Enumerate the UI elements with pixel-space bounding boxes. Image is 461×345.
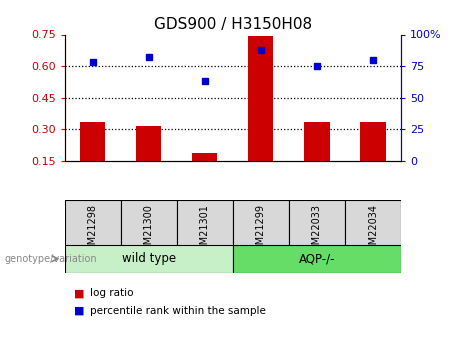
Bar	[361, 122, 386, 161]
Bar	[80, 122, 105, 161]
Text: ■: ■	[74, 288, 84, 298]
Bar	[121, 200, 177, 245]
Text: GSM21300: GSM21300	[144, 204, 154, 257]
Bar	[233, 245, 401, 273]
Text: genotype/variation: genotype/variation	[5, 254, 97, 264]
Bar	[65, 245, 233, 273]
Title: GDS900 / H3150H08: GDS900 / H3150H08	[154, 17, 312, 32]
Bar	[65, 200, 121, 245]
Bar	[345, 200, 401, 245]
Text: GSM22034: GSM22034	[368, 204, 378, 257]
Text: GSM21298: GSM21298	[88, 204, 98, 257]
Text: GSM21299: GSM21299	[256, 204, 266, 257]
Text: percentile rank within the sample: percentile rank within the sample	[90, 306, 266, 315]
Text: log ratio: log ratio	[90, 288, 133, 298]
Text: ■: ■	[74, 306, 84, 315]
Bar	[248, 36, 273, 161]
Text: AQP-/-: AQP-/-	[299, 252, 335, 265]
Bar	[136, 126, 161, 161]
Bar	[192, 153, 218, 161]
Bar	[233, 200, 289, 245]
Text: GSM22033: GSM22033	[312, 204, 322, 257]
Bar	[289, 200, 345, 245]
Text: wild type: wild type	[122, 252, 176, 265]
Bar	[177, 200, 233, 245]
Text: GSM21301: GSM21301	[200, 204, 210, 257]
Bar	[304, 122, 330, 161]
